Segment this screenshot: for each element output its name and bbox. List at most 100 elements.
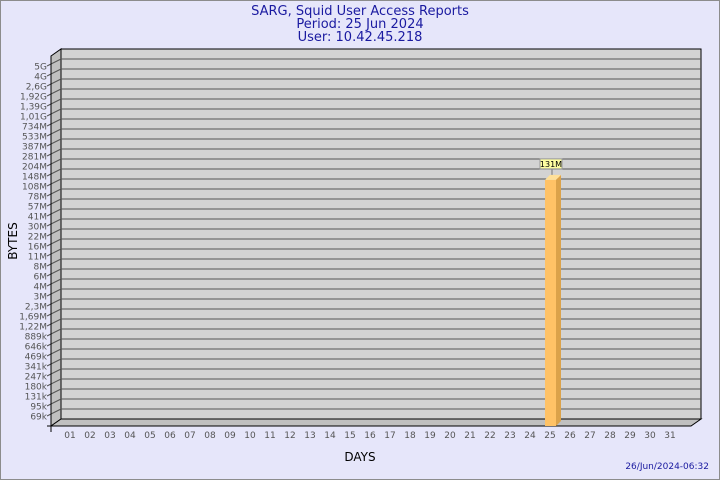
y-tick-label: 889k [25, 333, 48, 343]
gridline-diagonal [46, 148, 62, 157]
gridline-diagonal [46, 348, 62, 357]
y-tick-label: 3M [34, 293, 48, 303]
x-tick-label: 11 [264, 431, 275, 441]
gridline-diagonal [46, 268, 62, 277]
x-tick-label: 17 [384, 431, 395, 441]
y-tick-label: 5G [34, 63, 47, 73]
y-tick-label: 1,01G [20, 113, 47, 123]
x-axis-title: DAYS [344, 450, 375, 464]
y-tick-label: 646k [25, 343, 48, 353]
y-tick-label: 180k [25, 383, 48, 393]
gridline-diagonal [46, 138, 62, 147]
x-tick-label: 18 [404, 431, 416, 441]
gridline-diagonal [46, 368, 62, 377]
gridline-diagonal [46, 408, 62, 417]
x-tick-label: 07 [184, 431, 195, 441]
y-tick-label: 30M [28, 223, 47, 233]
x-tick-label: 28 [604, 431, 616, 441]
gridline-diagonal [46, 178, 62, 187]
x-tick-label: 26 [564, 431, 576, 441]
x-tick-label: 14 [324, 431, 336, 441]
y-tick-label: 11M [28, 253, 47, 263]
y-tick-label: 734M [22, 123, 47, 133]
y-tick-label: 95k [30, 403, 47, 413]
gridline-diagonal [46, 208, 62, 217]
gridline-diagonal [46, 358, 62, 367]
y-tick-label: 108M [22, 183, 47, 193]
x-tick-label: 12 [284, 431, 295, 441]
y-tick-label: 2,3M [25, 303, 47, 313]
gridline-diagonal [46, 328, 62, 337]
gridline-diagonal [46, 308, 62, 317]
x-tick-label: 06 [164, 431, 176, 441]
x-tick-label: 19 [424, 431, 436, 441]
gridline-diagonal [46, 128, 62, 137]
x-tick-label: 05 [144, 431, 155, 441]
x-tick-label: 16 [364, 431, 376, 441]
y-tick-label: 22M [28, 233, 47, 243]
x-tick-label: 30 [644, 431, 656, 441]
chart-period: Period: 25 Jun 2024 [296, 17, 424, 32]
gridline-diagonal [46, 248, 62, 257]
gridline-diagonal [46, 318, 62, 327]
y-tick-label: 247k [25, 373, 48, 383]
gridline-diagonal [46, 288, 62, 297]
y-tick-label: 8M [34, 263, 48, 273]
gridline-diagonal [46, 258, 62, 267]
y-tick-label: 78M [28, 193, 47, 203]
y-tick-label: 6M [34, 273, 48, 283]
x-tick-label: 08 [204, 431, 216, 441]
x-tick-label: 13 [304, 431, 315, 441]
gridline-diagonal [46, 78, 62, 87]
gridline-diagonal [46, 378, 62, 387]
y-tick-label: 2,6G [26, 83, 47, 93]
y-tick-label: 341k [25, 363, 48, 373]
y-tick-label: 1,69M [19, 313, 47, 323]
gridline-diagonal [46, 188, 62, 197]
y-tick-label: 57M [28, 203, 47, 213]
chart-user: User: 10.42.45.218 [297, 30, 423, 45]
x-tick-label: 03 [104, 431, 115, 441]
y-tick-label: 4M [34, 283, 48, 293]
x-tick-label: 09 [224, 431, 236, 441]
y-tick-label: 387M [22, 143, 47, 153]
gridline-diagonal [46, 158, 62, 167]
chart-title: SARG, Squid User Access Reports [251, 4, 469, 19]
y-tick-label: 1,39G [20, 103, 47, 113]
y-tick-label: 131k [25, 393, 48, 403]
y-tick-label: 281M [22, 153, 47, 163]
y-tick-label: 1,22M [19, 323, 47, 333]
bar-side [556, 174, 561, 426]
x-tick-label: 24 [524, 431, 536, 441]
bar [545, 179, 556, 426]
gridline-diagonal [46, 58, 62, 67]
y-tick-label: 533M [22, 133, 47, 143]
x-tick-label: 31 [664, 431, 675, 441]
y-tick-label: 1,92G [20, 93, 47, 103]
data-label: 131M [540, 160, 562, 169]
x-tick-label: 02 [84, 431, 95, 441]
gridline-diagonal [46, 118, 62, 127]
gridline-diagonal [46, 238, 62, 247]
y-tick-label: 41M [28, 213, 47, 223]
x-tick-label: 21 [464, 431, 475, 441]
x-tick-label: 20 [444, 431, 456, 441]
x-tick-label: 23 [504, 431, 515, 441]
gridline-diagonal [46, 198, 62, 207]
x-tick-label: 01 [64, 431, 75, 441]
gridline-diagonal [46, 168, 62, 177]
gridline-diagonal [46, 338, 62, 347]
x-tick-label: 25 [544, 431, 555, 441]
x-tick-label: 27 [584, 431, 595, 441]
x-tick-label: 10 [244, 431, 256, 441]
y-tick-label: 469k [25, 353, 48, 363]
gridline-diagonal [46, 298, 62, 307]
gridline-diagonal [46, 218, 62, 227]
x-tick-label: 29 [624, 431, 636, 441]
gridline-diagonal [46, 68, 62, 77]
y-tick-label: 69k [30, 413, 47, 423]
floor [49, 418, 703, 427]
gridline-diagonal [46, 88, 62, 97]
